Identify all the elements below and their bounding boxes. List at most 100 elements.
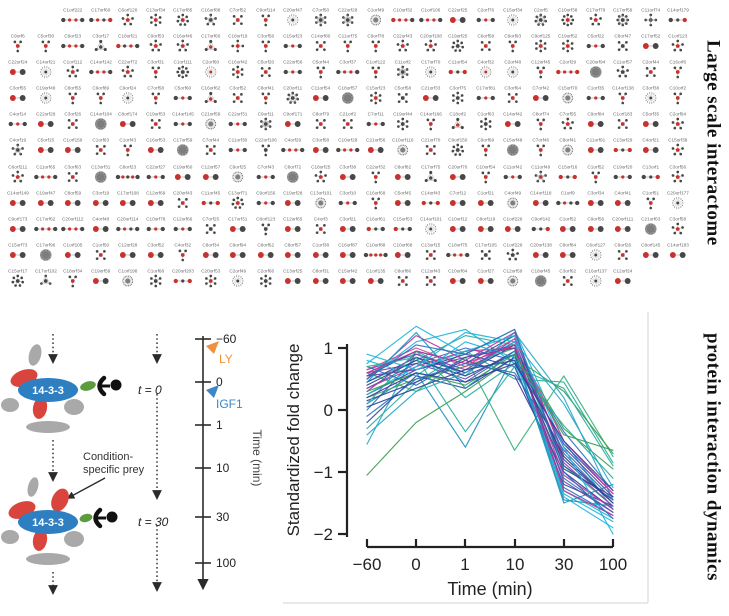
network-cell: C10orf88 <box>362 242 390 262</box>
network-label: C22orf43 <box>393 34 413 40</box>
network-graph <box>363 252 388 258</box>
network-label: C7orf25 <box>202 217 219 222</box>
network-graph <box>37 199 54 206</box>
network-graph <box>366 226 385 231</box>
network-label: C10orf68 <box>393 243 413 248</box>
network-label: C13orf25 <box>283 269 303 274</box>
network-cell: C16orf61 <box>362 216 390 236</box>
network-label: C7orf44 <box>202 138 219 144</box>
network-label: C2orf66 <box>257 269 274 274</box>
network-graph <box>285 121 301 128</box>
network-label: C8orf86 <box>394 269 412 274</box>
network-graph <box>257 251 274 258</box>
network-label: C7orf12 <box>449 190 467 196</box>
network-label: C9orf142 <box>530 217 551 222</box>
chart-series-line <box>366 341 614 489</box>
network-graph <box>314 170 327 182</box>
network-graph <box>369 91 382 105</box>
network-cell: C4orf29 <box>279 137 307 157</box>
network-graph <box>503 174 523 179</box>
network-label: C10orf88 <box>365 243 386 248</box>
network-cell: C1orf49 <box>362 7 390 27</box>
network-label: C16orf62 <box>200 86 220 92</box>
network-label: C12orf69 <box>145 190 165 196</box>
network-graph <box>205 145 216 156</box>
timeline-ticks <box>195 338 211 564</box>
network-cell: C3orf63 <box>59 164 87 184</box>
bait-label: 14-3-3 <box>32 517 64 529</box>
network-graph <box>9 69 26 76</box>
network-label: C17orf85 <box>173 8 193 13</box>
chart-series-line <box>366 344 614 516</box>
network-cell: C17orf108 <box>114 190 142 210</box>
network-cell: C9orf69 <box>472 137 500 157</box>
t0-label: t = 0 <box>138 383 162 397</box>
network-label: C7orf58 <box>147 86 164 92</box>
network-graph <box>615 277 631 284</box>
network-cell: C19orf47 <box>32 190 60 210</box>
network-graph <box>505 225 521 232</box>
network-label: C1orf52 <box>587 164 604 170</box>
network-cell: C3orf56 <box>252 33 280 53</box>
chart-panel: 1 0 −1 −2 −60 0 1 10 30 100 Time (min) S… <box>283 312 649 604</box>
network-cell: C15orf42 <box>334 268 362 288</box>
network-graph <box>562 92 574 104</box>
network-cell: C9orf53 <box>142 33 170 53</box>
network-cell: C1orf50 <box>87 242 115 262</box>
network-graph <box>371 40 380 53</box>
network-label: C19orf52 <box>558 34 578 40</box>
network-cell: C14orf145 <box>169 111 197 131</box>
network-cell: C2orf5 <box>527 7 555 27</box>
network-cell: C16orf6 <box>664 59 692 79</box>
network-label: C8orf84 <box>559 243 577 248</box>
network-cell: C12orf57 <box>197 164 225 184</box>
network-cell: C14orf138 <box>609 85 637 105</box>
network-graph <box>228 122 248 127</box>
network-graph <box>507 275 519 287</box>
network-graph <box>122 92 134 104</box>
network-graph <box>644 92 657 104</box>
timeline-tick-label: 1 <box>216 418 223 432</box>
network-label: C14orf80 <box>310 34 331 40</box>
network-cell: C16orf88 <box>197 7 225 27</box>
network-label: C17orf108 <box>117 190 139 196</box>
chart-series-line <box>366 356 614 467</box>
network-label: C3orf55 <box>9 86 27 92</box>
gfp-tag <box>80 381 96 391</box>
network-cell: C8orf74 <box>527 111 555 131</box>
network-graph <box>450 199 466 206</box>
bait-14-3-3 <box>18 378 78 402</box>
chart-series-line <box>366 353 614 504</box>
network-cell: C1orf35 <box>582 85 610 105</box>
network-label: C5orf58 <box>394 86 412 92</box>
network-label: C8orf74 <box>532 112 549 118</box>
network-graph <box>11 274 25 287</box>
network-label: C3orf21 <box>339 217 357 222</box>
network-cell: C15orf16 <box>554 164 582 184</box>
network-label: C5orf44 <box>312 60 329 66</box>
interactome-row: C4orf19 C5orf15 C1orf159 C1orf63 C1orf43 C16o… <box>4 132 692 157</box>
x-axis <box>365 539 615 549</box>
network-graph <box>261 145 270 157</box>
network-cell: C1orf52 <box>554 216 582 236</box>
network-graph <box>13 40 22 53</box>
network-label: C7orf55 <box>559 112 577 118</box>
network-graph <box>147 147 164 154</box>
network-cell: C20orf203 <box>169 268 197 288</box>
network-graph <box>534 170 547 182</box>
network-label: C4orf29 <box>284 138 302 144</box>
network-cell: C11orf2 <box>389 59 417 79</box>
chart-series-line <box>366 335 614 507</box>
network-label: C1orf35 <box>587 86 604 92</box>
network-graph <box>96 92 105 105</box>
network-label: C12orf43 <box>420 269 441 274</box>
network-label: C22orf32 <box>365 164 386 170</box>
network-graph <box>395 251 411 258</box>
interactome-row: C3orf55 C19orf48 C8orf55 C9orf89 C9orf24 C7or… <box>4 80 692 105</box>
network-graph <box>121 65 134 78</box>
network-label: C3orf10 <box>339 190 357 196</box>
network-label: C18orf45 <box>530 269 551 274</box>
network-label: C3orf34 <box>587 190 604 196</box>
network-label: C22orf31 <box>228 112 248 118</box>
network-cell: C21orf56 <box>362 137 390 157</box>
